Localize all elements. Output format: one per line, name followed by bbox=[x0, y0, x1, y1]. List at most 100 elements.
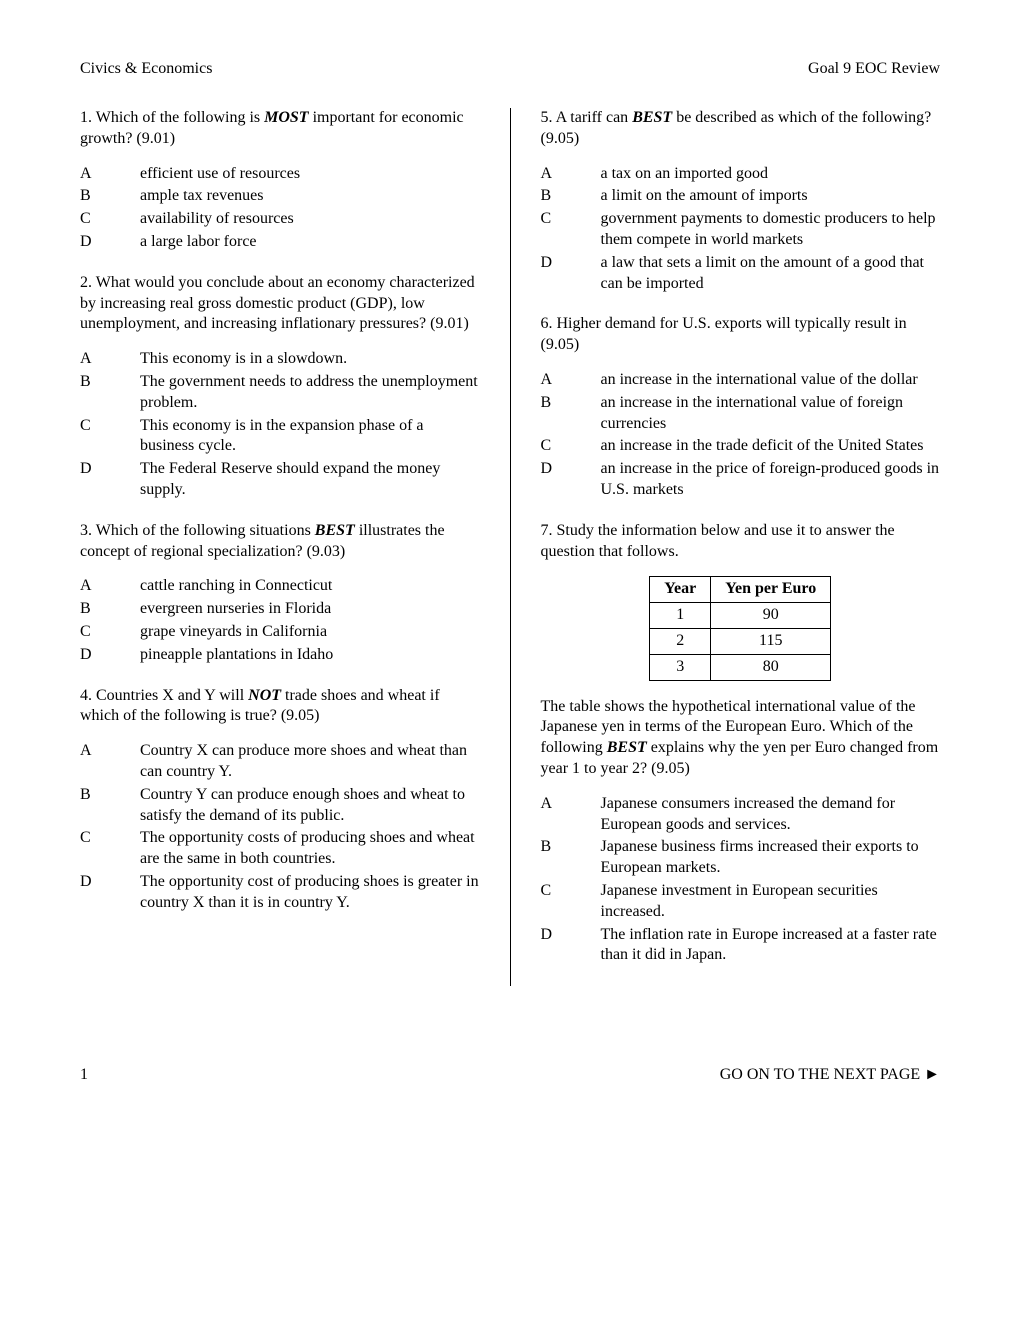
question-7: 7. Study the information below and use i… bbox=[541, 521, 941, 966]
option-b: BCountry Y can produce enough shoes and … bbox=[80, 785, 480, 827]
option-b: Ban increase in the international value … bbox=[541, 393, 941, 435]
table-row: 2 115 bbox=[650, 628, 831, 654]
option-a: Acattle ranching in Connecticut bbox=[80, 576, 480, 597]
question-6: 6. Higher demand for U.S. exports will t… bbox=[541, 314, 941, 500]
option-text: Japanese consumers increased the demand … bbox=[601, 794, 941, 836]
option-b: BJapanese business firms increased their… bbox=[541, 837, 941, 879]
option-letter: D bbox=[80, 459, 140, 501]
option-a: Aan increase in the international value … bbox=[541, 370, 941, 391]
option-text: an increase in the international value o… bbox=[601, 393, 941, 435]
option-letter: B bbox=[541, 186, 601, 207]
q3-prefix: 3. Which of the following situations bbox=[80, 522, 315, 539]
option-letter: A bbox=[541, 164, 601, 185]
table-cell: 80 bbox=[711, 654, 831, 680]
question-text: 3. Which of the following situations BES… bbox=[80, 521, 480, 563]
option-b: Ba limit on the amount of imports bbox=[541, 186, 941, 207]
content-columns: 1. Which of the following is MOST import… bbox=[80, 108, 940, 986]
column-separator bbox=[510, 108, 511, 986]
option-text: availability of resources bbox=[140, 209, 480, 230]
option-c: Cgrape vineyards in California bbox=[80, 622, 480, 643]
q7-intro: 7. Study the information below and use i… bbox=[541, 521, 941, 563]
option-letter: B bbox=[80, 599, 140, 620]
options: Aan increase in the international value … bbox=[541, 370, 941, 501]
table-row: 1 90 bbox=[650, 603, 831, 629]
option-c: Can increase in the trade deficit of the… bbox=[541, 436, 941, 457]
option-text: pineapple plantations in Idaho bbox=[140, 645, 480, 666]
option-text: The government needs to address the unem… bbox=[140, 372, 480, 414]
page-footer: 1 GO ON TO THE NEXT PAGE ► bbox=[80, 1066, 940, 1084]
option-text: Country X can produce more shoes and whe… bbox=[140, 741, 480, 783]
table-row: 3 80 bbox=[650, 654, 831, 680]
option-text: Japanese business firms increased their … bbox=[601, 837, 941, 879]
option-text: The Federal Reserve should expand the mo… bbox=[140, 459, 480, 501]
option-text: an increase in the international value o… bbox=[601, 370, 941, 391]
option-text: a limit on the amount of imports bbox=[601, 186, 941, 207]
question-text: 2. What would you conclude about an econ… bbox=[80, 273, 480, 335]
option-letter: A bbox=[541, 370, 601, 391]
option-letter: D bbox=[541, 925, 601, 967]
question-3: 3. Which of the following situations BES… bbox=[80, 521, 480, 666]
question-text: 6. Higher demand for U.S. exports will t… bbox=[541, 314, 941, 356]
options: Aefficient use of resources Bample tax r… bbox=[80, 164, 480, 253]
option-letter: A bbox=[80, 349, 140, 370]
table-cell: 115 bbox=[711, 628, 831, 654]
option-d: Da large labor force bbox=[80, 232, 480, 253]
option-letter: B bbox=[80, 372, 140, 414]
option-letter: C bbox=[80, 828, 140, 870]
question-text: The table shows the hypothetical interna… bbox=[541, 697, 941, 780]
q1-emph: MOST bbox=[264, 109, 308, 126]
option-text: grape vineyards in California bbox=[140, 622, 480, 643]
option-letter: C bbox=[80, 416, 140, 458]
option-text: an increase in the trade deficit of the … bbox=[601, 436, 941, 457]
option-letter: C bbox=[541, 436, 601, 457]
option-text: efficient use of resources bbox=[140, 164, 480, 185]
option-letter: C bbox=[80, 622, 140, 643]
option-text: Japanese investment in European securiti… bbox=[601, 881, 941, 923]
option-a: Aa tax on an imported good bbox=[541, 164, 941, 185]
option-b: Bevergreen nurseries in Florida bbox=[80, 599, 480, 620]
option-letter: A bbox=[541, 794, 601, 836]
option-a: AJapanese consumers increased the demand… bbox=[541, 794, 941, 836]
table-header-row: Year Yen per Euro bbox=[650, 577, 831, 603]
page-number: 1 bbox=[80, 1066, 88, 1084]
q7-emph: BEST bbox=[607, 739, 647, 756]
table-col-yen: Yen per Euro bbox=[711, 577, 831, 603]
table-cell: 2 bbox=[650, 628, 711, 654]
option-d: Dpineapple plantations in Idaho bbox=[80, 645, 480, 666]
q4-emph: NOT bbox=[248, 687, 281, 704]
option-text: cattle ranching in Connecticut bbox=[140, 576, 480, 597]
option-text: The opportunity costs of producing shoes… bbox=[140, 828, 480, 870]
option-b: Bample tax revenues bbox=[80, 186, 480, 207]
option-letter: D bbox=[80, 645, 140, 666]
option-text: a large labor force bbox=[140, 232, 480, 253]
question-text: 5. A tariff can BEST be described as whi… bbox=[541, 108, 941, 150]
option-text: a law that sets a limit on the amount of… bbox=[601, 253, 941, 295]
options: AJapanese consumers increased the demand… bbox=[541, 794, 941, 966]
q5-emph: BEST bbox=[632, 109, 672, 126]
option-letter: C bbox=[80, 209, 140, 230]
option-d: DThe opportunity cost of producing shoes… bbox=[80, 872, 480, 914]
question-2: 2. What would you conclude about an econ… bbox=[80, 273, 480, 501]
option-c: CThe opportunity costs of producing shoe… bbox=[80, 828, 480, 870]
option-text: evergreen nurseries in Florida bbox=[140, 599, 480, 620]
header-right: Goal 9 EOC Review bbox=[808, 60, 940, 78]
options: Aa tax on an imported good Ba limit on t… bbox=[541, 164, 941, 295]
option-text: government payments to domestic producer… bbox=[601, 209, 941, 251]
option-letter: B bbox=[80, 785, 140, 827]
table-cell: 1 bbox=[650, 603, 711, 629]
option-text: This economy is in a slowdown. bbox=[140, 349, 480, 370]
right-column: 5. A tariff can BEST be described as whi… bbox=[541, 108, 941, 986]
question-5: 5. A tariff can BEST be described as whi… bbox=[541, 108, 941, 294]
option-d: Dan increase in the price of foreign-pro… bbox=[541, 459, 941, 501]
option-letter: A bbox=[80, 741, 140, 783]
option-letter: A bbox=[80, 576, 140, 597]
option-text: ample tax revenues bbox=[140, 186, 480, 207]
option-letter: D bbox=[541, 253, 601, 295]
option-c: Cgovernment payments to domestic produce… bbox=[541, 209, 941, 251]
table-col-year: Year bbox=[650, 577, 711, 603]
option-text: The opportunity cost of producing shoes … bbox=[140, 872, 480, 914]
option-a: ACountry X can produce more shoes and wh… bbox=[80, 741, 480, 783]
option-letter: D bbox=[541, 459, 601, 501]
option-text: This economy is in the expansion phase o… bbox=[140, 416, 480, 458]
q4-prefix: 4. Countries X and Y will bbox=[80, 687, 248, 704]
